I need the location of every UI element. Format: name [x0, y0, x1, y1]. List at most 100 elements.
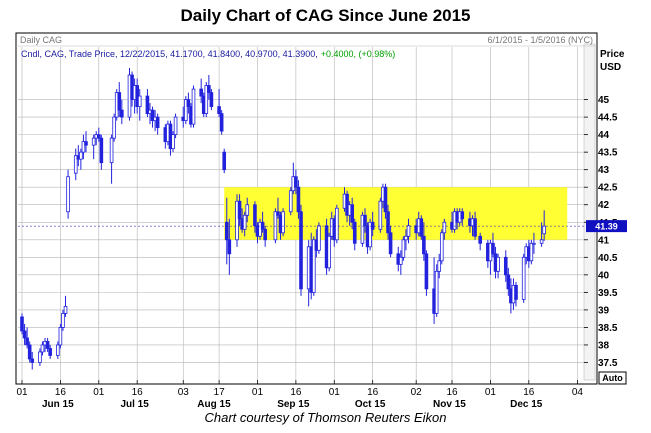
- candle-body: [532, 242, 536, 245]
- candle-body: [150, 109, 155, 122]
- auto-scale-button[interactable]: Auto: [598, 371, 627, 385]
- x-month-label: Dec 15: [510, 399, 543, 410]
- candle-body: [539, 239, 544, 244]
- y-tick-label: 39: [598, 305, 610, 316]
- candle-body: [406, 225, 411, 237]
- price-axis-strip: [583, 43, 596, 381]
- candle-body: [335, 207, 339, 241]
- chart-caption: Chart courtesy of Thomson Reuters Eikon: [204, 410, 447, 425]
- x-month-label: Jun 15: [42, 399, 74, 410]
- candle-body: [281, 211, 285, 234]
- candle-body: [529, 242, 534, 262]
- candle-body: [222, 151, 227, 171]
- candles: [20, 68, 546, 370]
- candle-body: [401, 239, 406, 258]
- candle-body: [276, 211, 280, 216]
- candle-body: [137, 95, 142, 107]
- candle-body: [40, 344, 45, 353]
- candle-body: [30, 358, 35, 363]
- x-month-label: Sep 15: [277, 399, 310, 410]
- candle-body: [73, 155, 78, 174]
- candle-body: [327, 235, 331, 269]
- candle-body: [378, 200, 383, 230]
- candle-body: [383, 186, 388, 213]
- y-tick-label: 45: [598, 95, 610, 106]
- x-tick-label: 04: [572, 387, 584, 398]
- y-tick-label: 40.5: [598, 253, 618, 264]
- chart-header-range: 6/1/2015 - 1/5/2016 (NYC): [487, 35, 593, 45]
- x-month-label: Jul 15: [120, 399, 149, 410]
- candle-body: [20, 316, 24, 332]
- candle-body: [506, 274, 511, 290]
- candle-body: [81, 141, 86, 153]
- candle-body: [25, 337, 29, 346]
- auto-button-frame[interactable]: [598, 371, 627, 385]
- candle-body: [84, 141, 88, 146]
- legend-values: Cndl, CAG, Trade Price, 12/22/2015, 41.1…: [21, 49, 318, 59]
- candle-body: [38, 351, 42, 363]
- y-tick-label: 44: [598, 130, 610, 141]
- candle-body: [91, 137, 96, 146]
- candle-body: [388, 232, 393, 255]
- candle-body: [217, 106, 221, 114]
- chart-header-symbol: Daily CAG: [20, 35, 62, 45]
- x-month-label: Aug 15: [197, 399, 231, 410]
- y-tick-label: 42: [598, 200, 610, 211]
- x-tick-label: 16: [523, 387, 535, 398]
- chart-title: Daily Chart of CAG Since June 2015: [180, 6, 471, 25]
- y-tick-label: 41: [598, 235, 610, 246]
- y-tick-label: 44.5: [598, 113, 618, 124]
- candle-body: [352, 221, 357, 244]
- y-axis-title-currency: USD: [600, 62, 621, 73]
- candle-body: [58, 327, 63, 346]
- x-tick-label: 16: [446, 387, 458, 398]
- auto-button-label[interactable]: Auto: [602, 373, 623, 383]
- candle-body: [61, 312, 65, 328]
- candle-body: [204, 85, 209, 114]
- candle-body: [260, 221, 265, 230]
- candle-body: [207, 85, 211, 93]
- candle-body: [294, 176, 298, 188]
- y-tick-label: 40: [598, 270, 610, 281]
- x-tick-label: 01: [329, 387, 341, 398]
- candle-body: [117, 92, 122, 111]
- x-axis-ticks: 01 16 01 16 03 17 01 16 01 16 02 16 01 16 04 Jun 15 Jul …: [16, 380, 583, 410]
- candle-body: [424, 253, 429, 290]
- candle-body: [99, 137, 104, 164]
- candle-body: [253, 204, 257, 227]
- x-month-label: Nov 15: [433, 399, 466, 410]
- candle-body: [296, 186, 301, 213]
- y-tick-label: 38.5: [598, 323, 618, 334]
- x-tick-label: 16: [55, 387, 67, 398]
- candle-body: [437, 260, 442, 272]
- candle-body: [173, 116, 178, 136]
- candle-body: [360, 214, 365, 244]
- x-tick-label: 01: [485, 387, 497, 398]
- candle-body: [184, 99, 188, 122]
- x-month-label: Oct 15: [355, 399, 386, 410]
- candle-body: [460, 211, 465, 220]
- candle-body: [227, 239, 232, 255]
- last-price-label: 41.39: [595, 222, 618, 232]
- candle-body: [503, 256, 508, 276]
- candle-body: [145, 95, 150, 115]
- x-tick-label: 16: [290, 387, 302, 398]
- candle-body: [48, 348, 52, 356]
- candle-body: [79, 151, 83, 160]
- y-axis-title-price: Price: [600, 49, 625, 60]
- candle-body: [191, 88, 196, 125]
- x-tick-label: 16: [367, 387, 379, 398]
- candle-body: [514, 284, 518, 300]
- candle-body: [45, 341, 50, 349]
- candle-body: [22, 330, 27, 339]
- candle-body: [404, 235, 408, 241]
- candle-body: [273, 211, 278, 241]
- candle-body: [237, 200, 242, 220]
- last-price-tag: [586, 220, 627, 233]
- y-tick-label: 43.5: [598, 148, 618, 159]
- candle-body: [120, 109, 124, 118]
- candle-body: [542, 225, 546, 235]
- candle-body: [368, 221, 372, 248]
- candle-body: [439, 232, 444, 262]
